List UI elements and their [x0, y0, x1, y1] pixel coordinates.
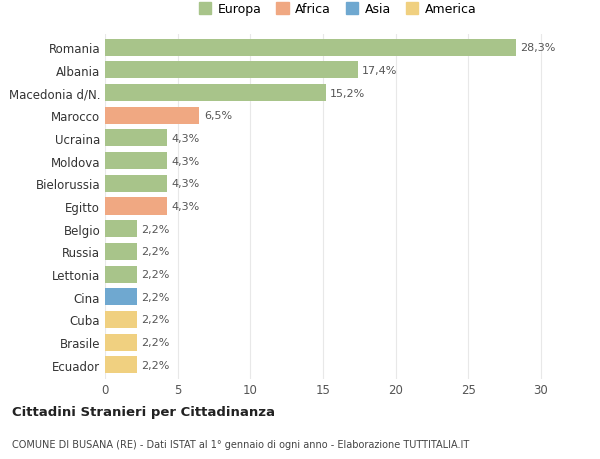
Text: 2,2%: 2,2%: [142, 337, 170, 347]
Text: 6,5%: 6,5%: [204, 111, 232, 121]
Text: 17,4%: 17,4%: [362, 66, 398, 76]
Bar: [105, 62, 358, 79]
Text: 4,3%: 4,3%: [172, 179, 200, 189]
Text: COMUNE DI BUSANA (RE) - Dati ISTAT al 1° gennaio di ogni anno - Elaborazione TUT: COMUNE DI BUSANA (RE) - Dati ISTAT al 1°…: [12, 440, 469, 449]
Bar: [105, 130, 167, 147]
Text: 2,2%: 2,2%: [142, 247, 170, 257]
Text: 2,2%: 2,2%: [142, 269, 170, 280]
Bar: [105, 357, 137, 374]
Text: 4,3%: 4,3%: [172, 202, 200, 212]
Bar: [105, 334, 137, 351]
Text: 2,2%: 2,2%: [142, 360, 170, 370]
Legend: Europa, Africa, Asia, America: Europa, Africa, Asia, America: [194, 0, 481, 21]
Text: 28,3%: 28,3%: [521, 43, 556, 53]
Text: Cittadini Stranieri per Cittadinanza: Cittadini Stranieri per Cittadinanza: [12, 405, 275, 419]
Bar: [105, 266, 137, 283]
Text: 2,2%: 2,2%: [142, 292, 170, 302]
Bar: [105, 107, 199, 124]
Bar: [105, 175, 167, 192]
Text: 4,3%: 4,3%: [172, 156, 200, 166]
Bar: [105, 198, 167, 215]
Bar: [105, 243, 137, 260]
Text: 15,2%: 15,2%: [330, 88, 365, 98]
Bar: [105, 39, 516, 56]
Text: 4,3%: 4,3%: [172, 134, 200, 144]
Bar: [105, 85, 326, 102]
Bar: [105, 289, 137, 306]
Bar: [105, 221, 137, 238]
Text: 2,2%: 2,2%: [142, 224, 170, 234]
Bar: [105, 153, 167, 170]
Bar: [105, 311, 137, 328]
Text: 2,2%: 2,2%: [142, 315, 170, 325]
